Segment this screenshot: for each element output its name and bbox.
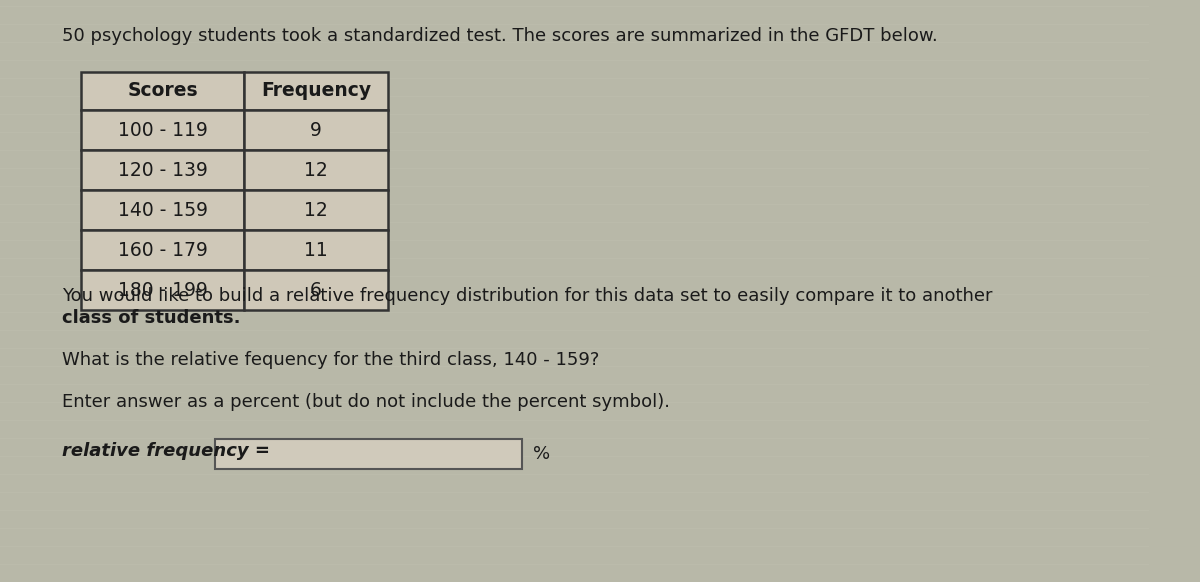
Text: %: %	[533, 445, 551, 463]
Text: What is the relative fequency for the third class, 140 - 159?: What is the relative fequency for the th…	[62, 351, 600, 369]
Bar	[244, 270, 388, 310]
Text: 12: 12	[304, 161, 328, 179]
Text: 6: 6	[310, 281, 322, 300]
Text: 100 - 119: 100 - 119	[118, 120, 208, 140]
Text: You would like to build a relative frequency distribution for this data set to e: You would like to build a relative frequ…	[62, 287, 992, 305]
Bar	[82, 270, 244, 310]
Text: 160 - 179: 160 - 179	[118, 240, 208, 260]
Bar	[244, 230, 388, 270]
Text: 120 - 139: 120 - 139	[118, 161, 208, 179]
Text: 180 - 199: 180 - 199	[118, 281, 208, 300]
Bar	[244, 150, 388, 190]
Bar	[82, 230, 244, 270]
Text: 11: 11	[304, 240, 328, 260]
Bar	[216, 439, 522, 469]
Text: Enter answer as a percent (but do not include the percent symbol).: Enter answer as a percent (but do not in…	[62, 393, 671, 411]
Text: Frequency: Frequency	[260, 81, 371, 101]
Text: class of students.: class of students.	[62, 309, 241, 327]
Text: Scores: Scores	[127, 81, 198, 101]
Bar	[82, 150, 244, 190]
Text: 140 - 159: 140 - 159	[118, 201, 208, 219]
Text: 9: 9	[310, 120, 322, 140]
Text: 50 psychology students took a standardized test. The scores are summarized in th: 50 psychology students took a standardiz…	[62, 27, 938, 45]
Bar	[244, 190, 388, 230]
Bar	[244, 110, 388, 150]
Text: 12: 12	[304, 201, 328, 219]
Bar	[82, 72, 244, 110]
Bar	[82, 190, 244, 230]
Bar	[244, 72, 388, 110]
Text: relative frequency =: relative frequency =	[62, 442, 270, 460]
Bar	[82, 110, 244, 150]
